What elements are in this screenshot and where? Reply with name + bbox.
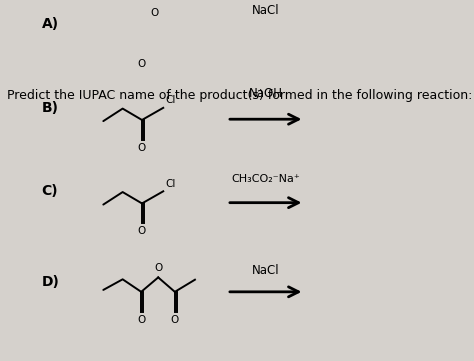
Text: O: O bbox=[138, 226, 146, 236]
Text: C): C) bbox=[41, 184, 58, 198]
Text: O: O bbox=[171, 314, 179, 325]
Text: NaCl: NaCl bbox=[252, 4, 280, 17]
Text: NaCl: NaCl bbox=[252, 264, 280, 277]
Text: A): A) bbox=[41, 17, 59, 31]
Text: O: O bbox=[154, 263, 162, 273]
Text: CH₃CO₂⁻Na⁺: CH₃CO₂⁻Na⁺ bbox=[231, 174, 300, 184]
Text: B): B) bbox=[41, 101, 58, 115]
Text: Cl: Cl bbox=[165, 95, 175, 105]
Text: O: O bbox=[150, 8, 158, 18]
Text: O: O bbox=[138, 59, 146, 69]
Text: D): D) bbox=[41, 275, 59, 290]
Text: O: O bbox=[138, 143, 146, 153]
Text: O: O bbox=[137, 314, 146, 325]
Text: Predict the IUPAC name of the product(s) formed in the following reaction:: Predict the IUPAC name of the product(s)… bbox=[7, 89, 472, 102]
Text: NaOH: NaOH bbox=[249, 87, 283, 100]
Text: Cl: Cl bbox=[165, 179, 175, 189]
